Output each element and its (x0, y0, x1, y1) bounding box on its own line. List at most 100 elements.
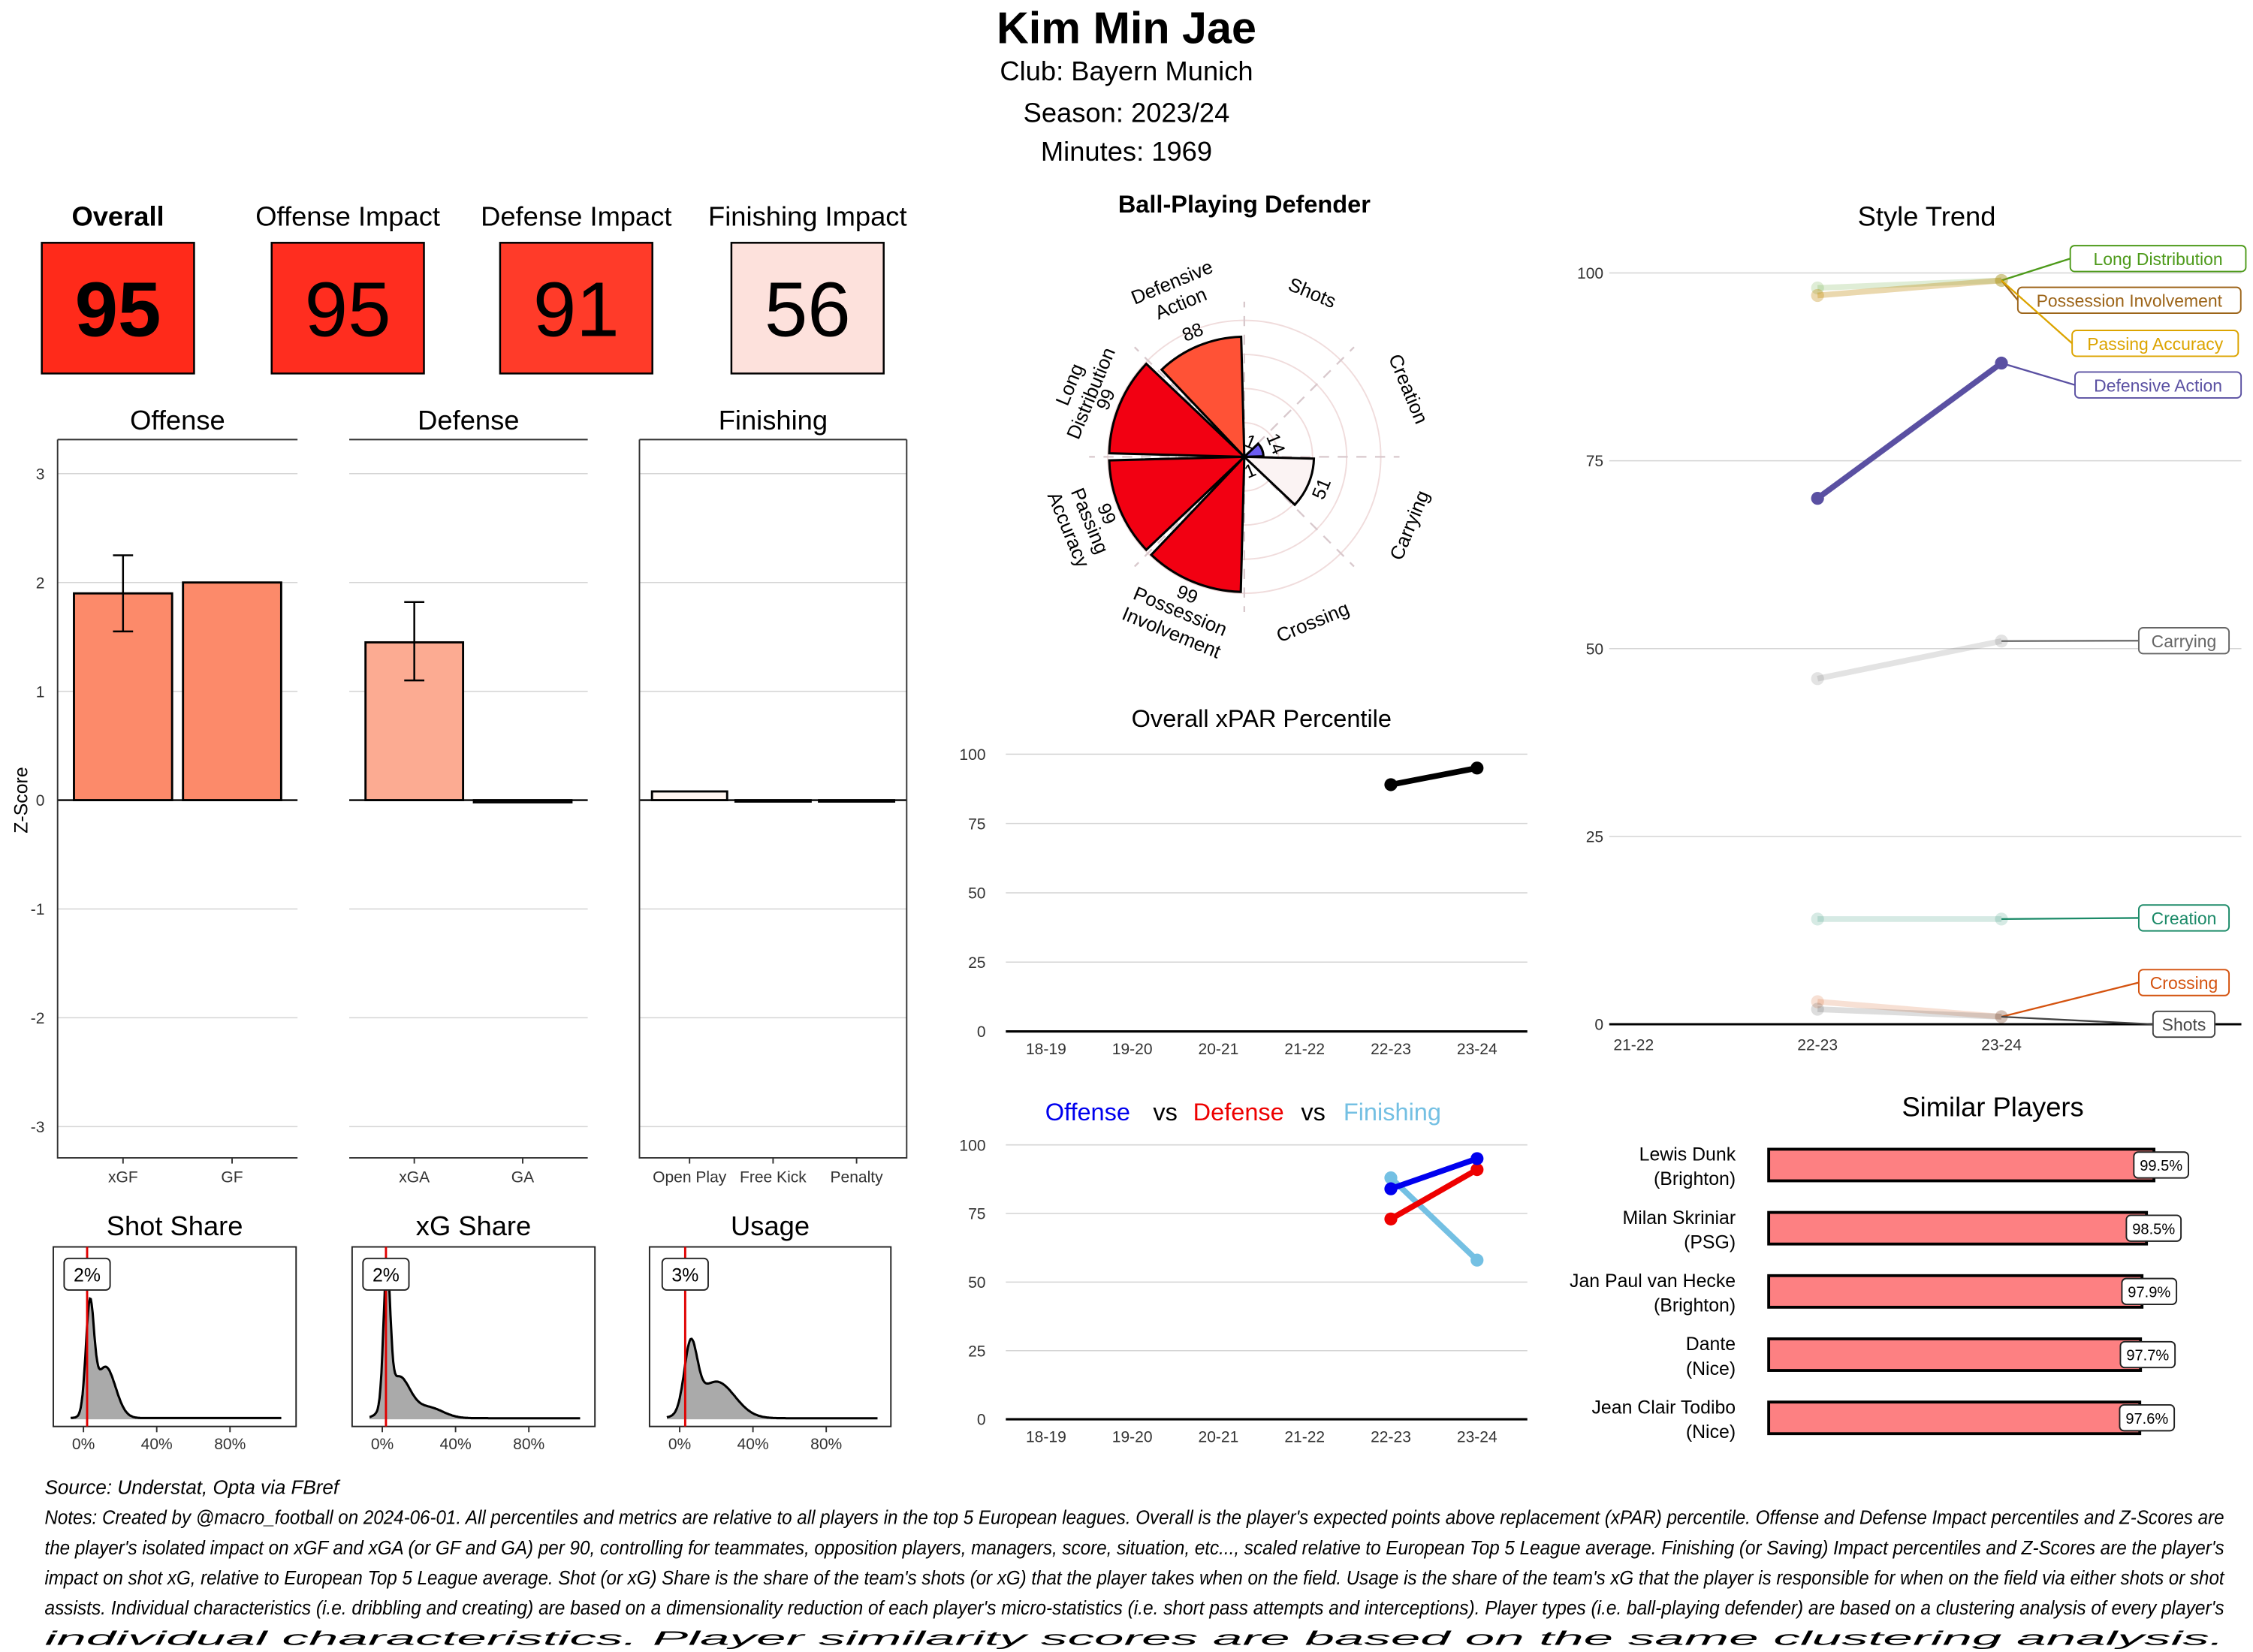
radar-wedge (1241, 455, 1316, 507)
series-line (1817, 638, 2002, 682)
x-tick-label: GF (221, 1168, 243, 1186)
x-tick-label: GA (511, 1168, 534, 1186)
radar-axis-label: Carrying (1386, 487, 1434, 563)
impact-value: 91 (533, 266, 620, 353)
label-connector (2001, 1015, 2153, 1026)
season-line: Season: 2023/24 (1024, 98, 1230, 128)
radar-wedge (1149, 454, 1246, 593)
x-tick-label: 20-21 (1199, 1429, 1239, 1446)
y-tick-label: 75 (1586, 453, 1603, 470)
series-point (1811, 288, 1824, 303)
x-tick-label: xGA (399, 1168, 430, 1186)
panel-title: Shot Share (107, 1210, 243, 1241)
player-name: Milan Skriniar (1623, 1207, 1736, 1228)
radar-wedge (1160, 335, 1246, 460)
similar-player-row: Jean Clair Todibo (Nice) 97.6% (1591, 1397, 2176, 1442)
radar-wedge (1108, 362, 1247, 458)
impact-box (499, 242, 653, 375)
y-tick-label: 25 (968, 1343, 985, 1360)
series-point (1811, 492, 1824, 505)
series-point (1470, 1253, 1484, 1267)
series-line (1389, 1167, 1479, 1222)
share-panel: xG Share 2% 0% 40% 80% (351, 1210, 596, 1453)
series-point (1811, 672, 1824, 686)
series-line (1389, 1156, 1479, 1192)
x-tick-label: 22-23 (1797, 1036, 1838, 1054)
series-point (1811, 1002, 1824, 1016)
impact-label: Finishing Impact (708, 200, 906, 231)
title-part: Finishing (1344, 1099, 1441, 1126)
value-label: 3% (671, 1265, 698, 1286)
radar-wedge (1108, 455, 1247, 552)
radar-value: 14 (1262, 430, 1289, 457)
player-name: Dante (1686, 1334, 1736, 1355)
radar-title: Ball-Playing Defender (1118, 191, 1371, 218)
radar-spoke (1244, 346, 1355, 458)
series-label: Defensive Action (2094, 375, 2222, 395)
offense-panel-border (56, 439, 298, 1159)
series-label-box (2016, 286, 2242, 314)
value-label: 2% (372, 1265, 400, 1286)
value-label-box (362, 1257, 410, 1291)
player-name: Jan Paul van Hecke (1570, 1271, 1736, 1292)
series-line (1815, 360, 2004, 501)
x-tick-label: 0% (668, 1436, 691, 1453)
y-tick-label: 0 (977, 1023, 986, 1041)
share-panel: Shot Share 2% 0% 40% 80% (53, 1210, 297, 1453)
x-tick-label: 40% (737, 1436, 769, 1453)
player-club: (Nice) (1686, 1421, 1736, 1442)
bar-open-play (650, 790, 728, 801)
series-point (1811, 281, 1824, 295)
y-tick-label: 0 (977, 1412, 986, 1429)
series-point (1470, 1162, 1484, 1177)
series-label: Long Distribution (2093, 249, 2222, 269)
series-label-box (2071, 330, 2239, 357)
error-bar (113, 554, 134, 633)
xpar-trend-chart: Overall xPAR Percentile 100 75 50 25 0 18-19 19… (959, 705, 1528, 1058)
radar-axis-label: Shots (1285, 274, 1339, 312)
x-tick-label: 18-19 (1026, 1429, 1066, 1446)
style-trend-chart: Style Trend 100 75 50 25 0 21-22 22-23 23-24 Long… (1577, 200, 2247, 1054)
x-tick-label: 40% (440, 1436, 472, 1453)
label-connector (2001, 362, 2076, 386)
series-label: Crossing (2150, 973, 2218, 993)
x-tick-label: 22-23 (1371, 1429, 1411, 1446)
y-tick-label: -3 (31, 1119, 45, 1136)
label-connector (2001, 981, 2140, 1018)
notes-line: the player's isolated impact on xGF and … (44, 1536, 2224, 1559)
y-tick-label: 100 (959, 1137, 985, 1154)
similarity-label-box (2125, 1214, 2182, 1242)
similarity-label: 98.5% (2132, 1221, 2175, 1237)
zscore-panel-finishing: Finishing Open Play Free Kick Penalty (639, 405, 907, 1186)
x-tick-label: Open Play (653, 1168, 727, 1186)
radar-axis-label-line: Shots (1285, 274, 1339, 312)
series-label: Shots (2162, 1015, 2206, 1035)
title-part: Offense (1045, 1099, 1130, 1126)
x-tick-label: 20-21 (1199, 1041, 1239, 1058)
radar-axis-label: Crossing (1274, 598, 1353, 647)
series-point (1384, 1171, 1398, 1185)
series-label-box (2137, 627, 2230, 655)
similarity-label: 97.9% (2128, 1284, 2170, 1301)
label-connector (2001, 279, 2073, 345)
notes-line: individual characteristics. Player simil… (44, 1626, 2224, 1649)
zscore-chart: Z-Score 3 2 1 0 -1 -2 -3 Offense xGF GF Defense xGA G… (11, 405, 908, 1186)
similar-players-chart: Similar Players Lewis Dunk (Brighton) 99.5%… (1570, 1091, 2189, 1442)
player-name: Jean Clair Todibo (1591, 1397, 1736, 1418)
similarity-bar (1767, 1274, 2144, 1309)
chart-title: Style Trend (1858, 200, 1996, 231)
similarity-label-box (2119, 1404, 2176, 1432)
y-tick-label: 50 (968, 885, 985, 903)
x-tick-label: 21-22 (1284, 1429, 1325, 1446)
similar-player-row: Dante (Nice) 97.7% (1686, 1334, 2176, 1379)
player-club: (PSG) (1684, 1231, 1736, 1253)
y-tick-label: 50 (1586, 641, 1603, 658)
title-part: Defense (1193, 1099, 1284, 1126)
similarity-bar (1767, 1400, 2142, 1436)
series-line (1817, 277, 2002, 299)
x-tick-label: Penalty (831, 1168, 884, 1186)
series-label: Creation (2152, 909, 2217, 928)
y-tick-label: 2 (36, 574, 45, 592)
